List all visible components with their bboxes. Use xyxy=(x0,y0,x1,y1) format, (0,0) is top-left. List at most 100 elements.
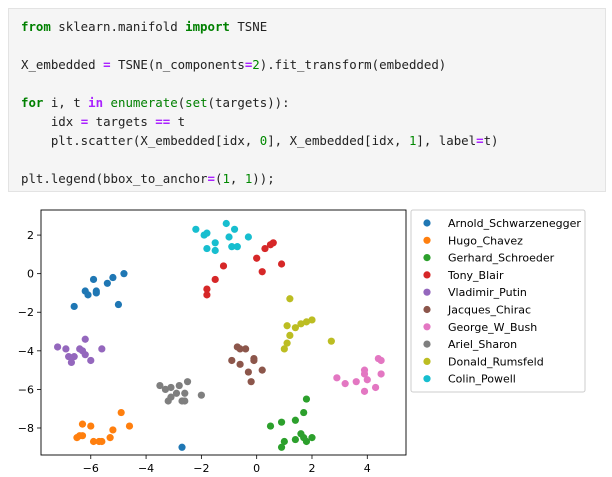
data-point xyxy=(258,268,266,276)
code-line: plt.scatter(X_embedded[idx, 0], X_embedd… xyxy=(21,131,499,150)
code-token: sklearn.manifold xyxy=(50,19,186,34)
code-token: )); xyxy=(252,171,275,186)
x-tick-label: 4 xyxy=(364,462,371,475)
legend-label: Ariel_Sharon xyxy=(448,338,517,351)
code-token: ], X_embedded[idx, xyxy=(267,133,409,148)
data-point xyxy=(286,331,294,339)
code-token: = xyxy=(476,133,484,148)
code-token: from xyxy=(21,19,51,34)
data-point xyxy=(192,225,200,233)
data-point xyxy=(261,244,269,253)
data-point xyxy=(333,374,341,382)
x-tick-label: −4 xyxy=(138,462,154,475)
data-point xyxy=(300,408,308,417)
code-token: ).fit_transform(embedded) xyxy=(259,57,447,72)
code-token: = xyxy=(80,114,89,129)
data-point xyxy=(286,295,294,303)
data-point xyxy=(178,443,186,451)
legend-marker xyxy=(423,375,431,383)
data-point xyxy=(109,273,117,282)
y-tick-label: −6 xyxy=(18,383,34,396)
code-token: 0 xyxy=(259,133,268,148)
code-token: (targets)): xyxy=(207,95,290,110)
data-point xyxy=(327,337,335,345)
data-point xyxy=(277,418,286,426)
code-token: plt.scatter(X_embedded[idx, xyxy=(21,133,260,148)
code-token xyxy=(103,95,110,110)
code-token: = xyxy=(103,57,111,72)
code-cell[interactable]: from sklearn.manifold import TSNE X_embed… xyxy=(8,8,606,192)
data-point xyxy=(377,370,385,378)
data-point xyxy=(269,239,277,247)
legend-marker xyxy=(423,288,431,296)
data-point xyxy=(230,225,239,233)
code-token: 2 xyxy=(252,57,260,72)
x-tick-label: 0 xyxy=(253,462,260,475)
data-point xyxy=(120,270,128,278)
code-token: in xyxy=(88,95,104,110)
data-point xyxy=(65,353,73,361)
data-point xyxy=(225,233,233,241)
data-point xyxy=(181,397,189,405)
code-token: i, t xyxy=(43,95,89,110)
data-point xyxy=(172,389,181,397)
data-point xyxy=(87,422,95,430)
data-point xyxy=(78,420,87,428)
data-point xyxy=(236,345,244,353)
plot-axes-frame xyxy=(40,209,407,456)
code-token: t xyxy=(170,114,186,129)
data-point xyxy=(70,302,78,311)
data-point xyxy=(277,260,286,268)
legend-label: Gerhard_Schroeder xyxy=(448,252,555,265)
y-tick-label: −4 xyxy=(18,345,34,358)
data-point xyxy=(125,422,134,430)
legend-label: Tony_Blair xyxy=(447,269,504,282)
legend-marker xyxy=(423,271,431,279)
data-point xyxy=(183,378,192,386)
data-point xyxy=(280,437,288,446)
code-line: for i, t in enumerate(set(targets)): xyxy=(21,93,498,112)
data-point xyxy=(352,378,360,386)
data-point xyxy=(78,432,87,440)
code-token: plt.legend(bbox_to_anchor xyxy=(21,171,208,186)
code-token: import xyxy=(185,19,230,34)
data-point xyxy=(87,356,95,365)
data-point xyxy=(203,229,211,237)
code-token: , xyxy=(229,171,245,186)
data-point xyxy=(283,339,291,347)
code-token: ], label xyxy=(416,133,477,148)
data-point xyxy=(233,243,241,251)
legend-marker xyxy=(423,340,431,348)
code-editor[interactable]: from sklearn.manifold import TSNE X_embed… xyxy=(21,17,498,188)
legend-marker xyxy=(423,254,431,262)
legend-label: Arnold_Schwarzenegger xyxy=(448,217,581,230)
data-point xyxy=(291,324,299,332)
data-point xyxy=(297,320,305,328)
data-point xyxy=(247,378,255,386)
legend-marker xyxy=(423,305,431,314)
code-line: X_embedded = TSNE(n_components=2).fit_tr… xyxy=(21,55,498,74)
legend-label: George_W_Bush xyxy=(448,321,537,334)
data-point xyxy=(302,437,311,446)
data-point xyxy=(203,291,211,299)
data-point xyxy=(308,316,316,324)
y-tick-label: −2 xyxy=(18,306,34,319)
code-token: 1 xyxy=(222,171,230,186)
y-tick-label: 2 xyxy=(27,229,34,242)
data-point xyxy=(67,358,76,367)
code-line xyxy=(21,36,498,55)
data-point xyxy=(53,343,62,351)
code-token: set xyxy=(185,95,208,110)
data-point xyxy=(266,422,275,430)
data-point xyxy=(291,435,299,444)
legend-box xyxy=(410,209,586,393)
code-token: enumerate xyxy=(110,95,178,110)
code-token: X_embedded xyxy=(21,57,104,72)
data-point xyxy=(92,289,100,297)
code-line xyxy=(21,150,498,169)
data-point xyxy=(280,345,288,353)
data-point xyxy=(211,239,219,247)
data-point xyxy=(70,353,78,361)
y-tick-label: 0 xyxy=(27,268,34,281)
code-token: = xyxy=(244,57,253,72)
